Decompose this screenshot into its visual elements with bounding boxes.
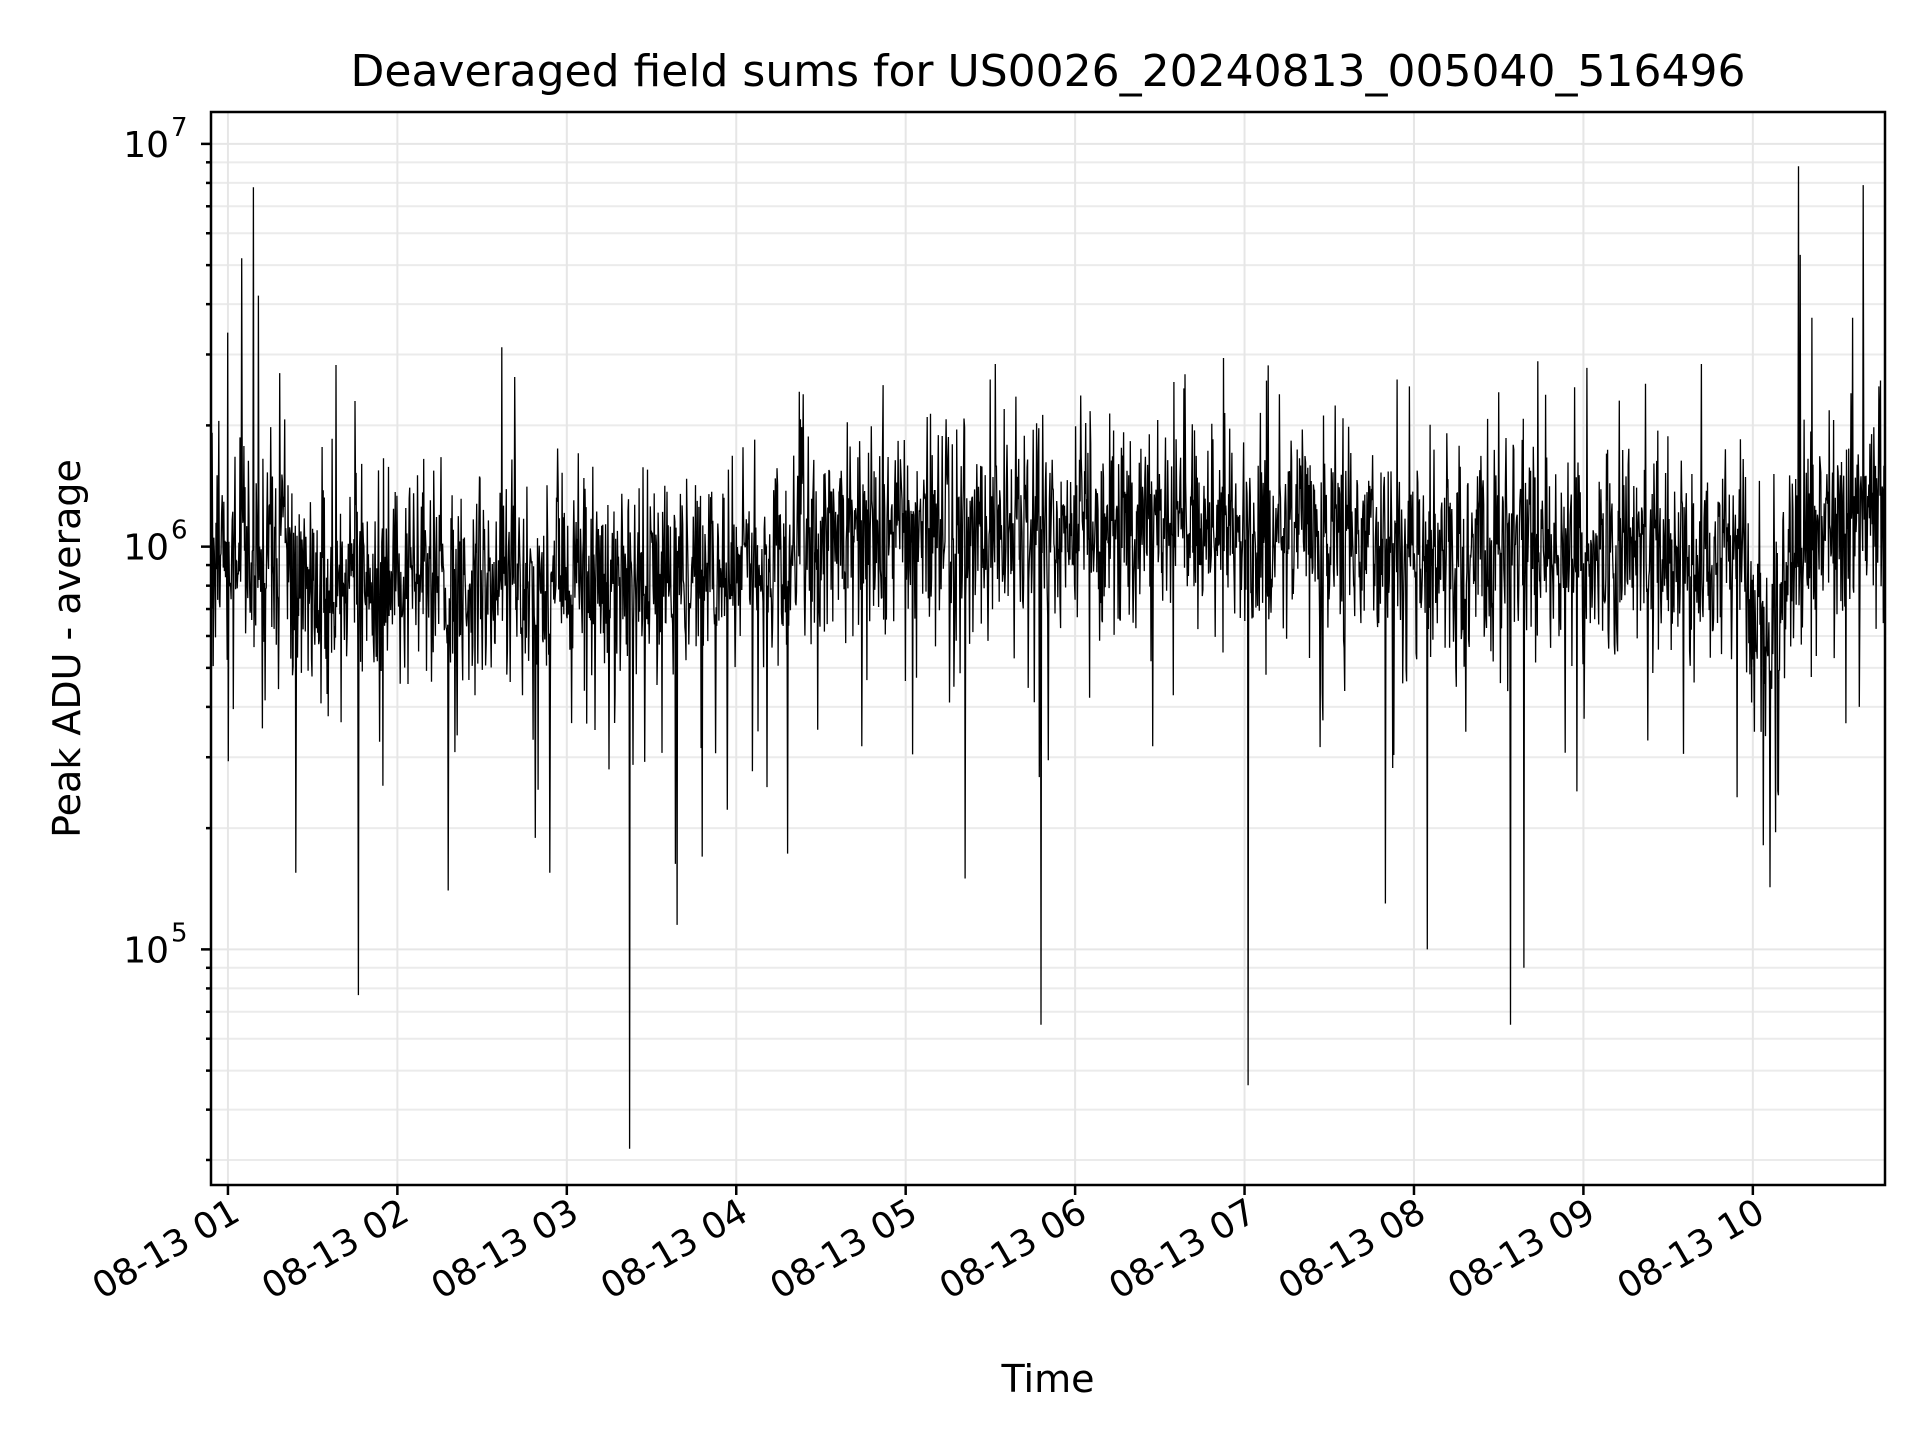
data-layer	[210, 166, 1886, 1149]
y-tick-label: 10	[123, 125, 169, 166]
series-line	[210, 166, 1886, 1149]
y-tick-label: 10	[123, 930, 169, 971]
y-tick-exponent: 6	[171, 516, 188, 546]
chart-title: Deaveraged field sums for US0026_2024081…	[351, 46, 1746, 97]
y-axis-label: Peak ADU - average	[45, 459, 89, 838]
y-tick-label: 10	[123, 528, 169, 569]
x-axis-label: Time	[1001, 1357, 1095, 1401]
plot-frame	[209, 110, 1887, 1187]
y-tick-exponent: 7	[171, 113, 188, 143]
y-tick-exponent: 5	[171, 918, 188, 948]
